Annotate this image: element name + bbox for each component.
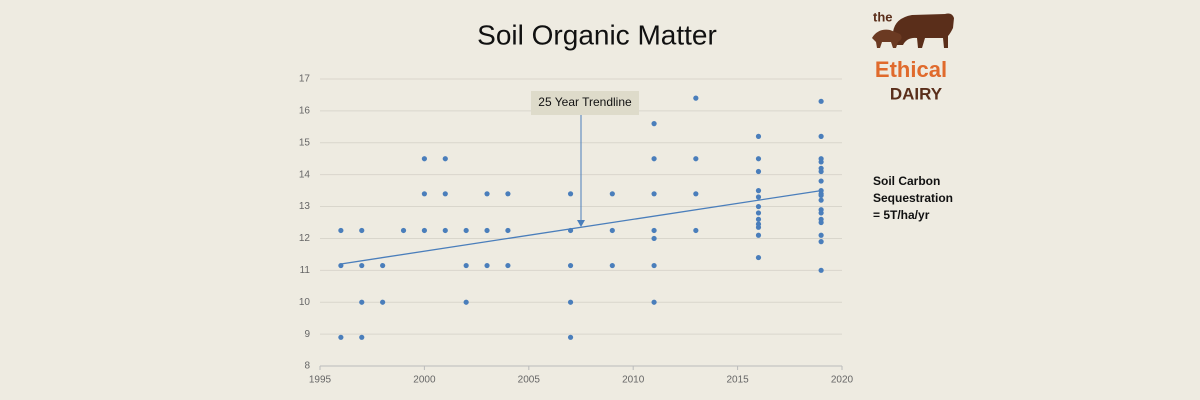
point [818, 267, 824, 273]
point [651, 227, 657, 234]
point [567, 334, 574, 340]
point [484, 262, 490, 269]
point [567, 191, 574, 197]
point [567, 299, 574, 305]
side-note-line: Sequestration [873, 191, 953, 205]
point [442, 191, 448, 197]
logo-dairy: DAIRY [890, 84, 943, 103]
annotation-arrowhead [577, 220, 585, 227]
point [755, 188, 762, 194]
y-tick-label: 12 [299, 233, 311, 244]
point [567, 262, 574, 269]
point [380, 299, 386, 305]
point [818, 98, 824, 104]
point [693, 227, 699, 234]
annotation: 25 Year Trendline [538, 95, 632, 109]
logo: the Ethical DAIRY [872, 9, 954, 103]
logo-the: the [873, 9, 893, 24]
point [818, 197, 824, 203]
point [693, 191, 699, 197]
logo-calf [872, 29, 902, 48]
side-note-line: Soil Carbon [873, 174, 940, 188]
point [359, 334, 365, 340]
point [484, 191, 490, 197]
y-tick-label: 15 [299, 137, 311, 148]
point [818, 239, 824, 245]
point [755, 216, 762, 222]
point [755, 156, 762, 162]
point [755, 203, 762, 210]
point [505, 227, 511, 234]
x-tick-label: 1995 [309, 375, 332, 386]
point [651, 299, 657, 305]
point [818, 219, 824, 226]
logo-cow [893, 13, 954, 48]
point [338, 227, 344, 234]
point [755, 210, 762, 216]
point [818, 210, 824, 216]
y-tick-label: 16 [299, 106, 311, 117]
point [818, 192, 824, 198]
point [463, 262, 469, 269]
point [755, 133, 762, 139]
x-tick-label: 2020 [831, 375, 854, 386]
point [818, 133, 824, 139]
side-note: Soil Carbon Sequestration = 5T/ha/yr [873, 174, 953, 222]
point [421, 156, 427, 162]
logo-ethical: Ethical [875, 57, 947, 82]
point [400, 227, 407, 234]
plot: 8 9 10 11 12 13 14 15 16 17 1995 2000 2005 2010 2015 20… [299, 74, 854, 386]
point [505, 262, 511, 269]
point [359, 299, 365, 305]
point [755, 224, 762, 230]
trendline [340, 189, 822, 265]
point [693, 95, 699, 101]
point [505, 191, 511, 197]
point [651, 235, 657, 242]
point [442, 227, 448, 234]
point [693, 156, 699, 162]
y-tick-label: 17 [299, 74, 311, 85]
point [484, 227, 490, 234]
point [818, 178, 824, 184]
point [755, 168, 762, 175]
point [609, 227, 615, 234]
point [755, 194, 762, 200]
point [421, 191, 427, 197]
point [651, 191, 657, 197]
point [359, 227, 365, 234]
point [755, 232, 762, 238]
point [609, 262, 615, 269]
point [818, 232, 824, 238]
point [463, 227, 469, 234]
point [359, 262, 365, 269]
point [818, 159, 824, 165]
y-tick-label: 8 [304, 361, 310, 372]
y-tick-label: 11 [300, 265, 311, 276]
x-tick-label: 2000 [413, 375, 436, 386]
y-tick-label: 9 [304, 329, 310, 340]
point [421, 227, 427, 234]
point [651, 121, 657, 127]
point [463, 299, 469, 305]
point [651, 156, 657, 162]
y-tick-label: 13 [299, 201, 311, 212]
point [651, 262, 657, 269]
y-tick-label: 10 [299, 297, 311, 308]
point [442, 156, 448, 162]
x-tick-label: 2005 [518, 375, 541, 386]
point [380, 262, 386, 269]
point [609, 191, 615, 197]
point [755, 254, 762, 261]
x-tick-label: 2015 [726, 375, 749, 386]
annotation-box [531, 91, 639, 115]
x-tick-label: 2010 [622, 375, 645, 386]
y-tick-label: 14 [299, 169, 311, 180]
chart-title: Soil Organic Matter [477, 19, 717, 50]
point [338, 334, 344, 340]
point [818, 168, 824, 175]
side-note-line: = 5T/ha/yr [873, 208, 930, 222]
